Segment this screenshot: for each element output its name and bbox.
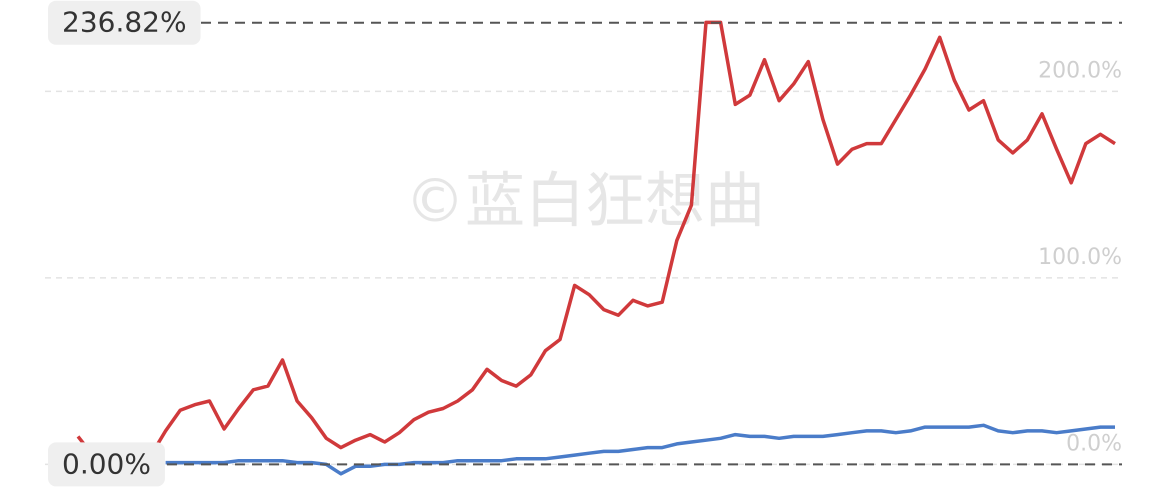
callout-box	[48, 442, 165, 487]
y-tick-label: 100.0%	[1038, 245, 1122, 270]
callout: 236.82%	[48, 0, 201, 45]
y-tick-label: 0.0%	[1066, 431, 1122, 456]
watermark: ©蓝白狂想曲	[405, 167, 765, 237]
callout: 0.00%	[48, 442, 165, 487]
series-line	[76, 20, 1116, 461]
series-line	[165, 423, 1115, 476]
callout-box	[48, 0, 201, 45]
y-tick-label: 200.0%	[1038, 58, 1122, 83]
callout-label: 236.82%	[62, 6, 187, 39]
callout-label: 0.00%	[62, 447, 151, 480]
